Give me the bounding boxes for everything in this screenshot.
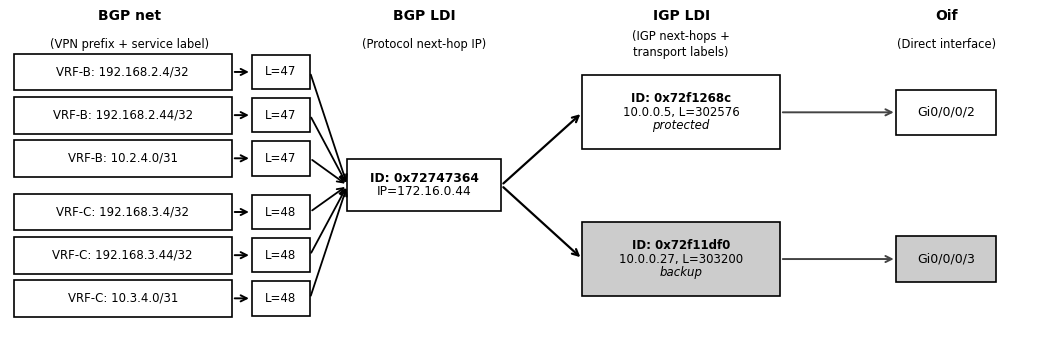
FancyBboxPatch shape [896, 90, 996, 135]
Text: backup: backup [659, 266, 703, 279]
Text: L=47: L=47 [265, 152, 296, 165]
Text: VRF-C: 10.3.4.0/31: VRF-C: 10.3.4.0/31 [68, 292, 178, 305]
Text: VRF-C: 192.168.3.44/32: VRF-C: 192.168.3.44/32 [52, 249, 193, 262]
Text: VRF-B: 192.168.2.44/32: VRF-B: 192.168.2.44/32 [53, 108, 192, 122]
FancyBboxPatch shape [14, 97, 232, 133]
FancyBboxPatch shape [582, 222, 780, 296]
Text: L=48: L=48 [265, 249, 296, 262]
Text: VRF-C: 192.168.3.4/32: VRF-C: 192.168.3.4/32 [56, 205, 189, 219]
Text: 10.0.0.5, L=302576: 10.0.0.5, L=302576 [623, 106, 739, 119]
Text: 10.0.0.27, L=303200: 10.0.0.27, L=303200 [619, 252, 744, 266]
FancyBboxPatch shape [896, 236, 996, 282]
Text: IGP LDI: IGP LDI [653, 9, 709, 23]
Text: Gi0/0/0/2: Gi0/0/0/2 [917, 106, 976, 119]
FancyBboxPatch shape [252, 281, 310, 316]
FancyBboxPatch shape [347, 159, 501, 211]
Text: IP=172.16.0.44: IP=172.16.0.44 [376, 185, 472, 199]
Text: (IGP next-hops +
transport labels): (IGP next-hops + transport labels) [632, 30, 730, 59]
Text: ID: 0x72f1268c: ID: 0x72f1268c [631, 92, 731, 106]
Text: ID: 0x72f11df0: ID: 0x72f11df0 [632, 239, 730, 252]
Text: L=47: L=47 [265, 108, 296, 122]
Text: (VPN prefix + service label): (VPN prefix + service label) [50, 38, 210, 51]
FancyBboxPatch shape [252, 238, 310, 272]
FancyBboxPatch shape [14, 53, 232, 90]
Text: (Direct interface): (Direct interface) [896, 38, 996, 51]
Text: VRF-B: 10.2.4.0/31: VRF-B: 10.2.4.0/31 [68, 152, 178, 165]
Text: L=48: L=48 [265, 205, 296, 219]
Text: VRF-B: 192.168.2.4/32: VRF-B: 192.168.2.4/32 [56, 65, 189, 79]
FancyBboxPatch shape [252, 141, 310, 176]
Text: Oif: Oif [935, 9, 958, 23]
FancyBboxPatch shape [582, 75, 780, 149]
FancyBboxPatch shape [252, 55, 310, 89]
FancyBboxPatch shape [14, 280, 232, 317]
Text: protected: protected [652, 119, 710, 132]
Text: (Protocol next-hop IP): (Protocol next-hop IP) [362, 38, 487, 51]
FancyBboxPatch shape [14, 140, 232, 177]
FancyBboxPatch shape [252, 98, 310, 132]
FancyBboxPatch shape [14, 237, 232, 274]
Text: L=47: L=47 [265, 65, 296, 79]
Text: Gi0/0/0/3: Gi0/0/0/3 [917, 252, 976, 266]
Text: BGP LDI: BGP LDI [393, 9, 456, 23]
FancyBboxPatch shape [14, 194, 232, 230]
Text: L=48: L=48 [265, 292, 296, 305]
FancyBboxPatch shape [252, 195, 310, 229]
Text: BGP net: BGP net [99, 9, 161, 23]
Text: ID: 0x72747364: ID: 0x72747364 [370, 172, 478, 185]
